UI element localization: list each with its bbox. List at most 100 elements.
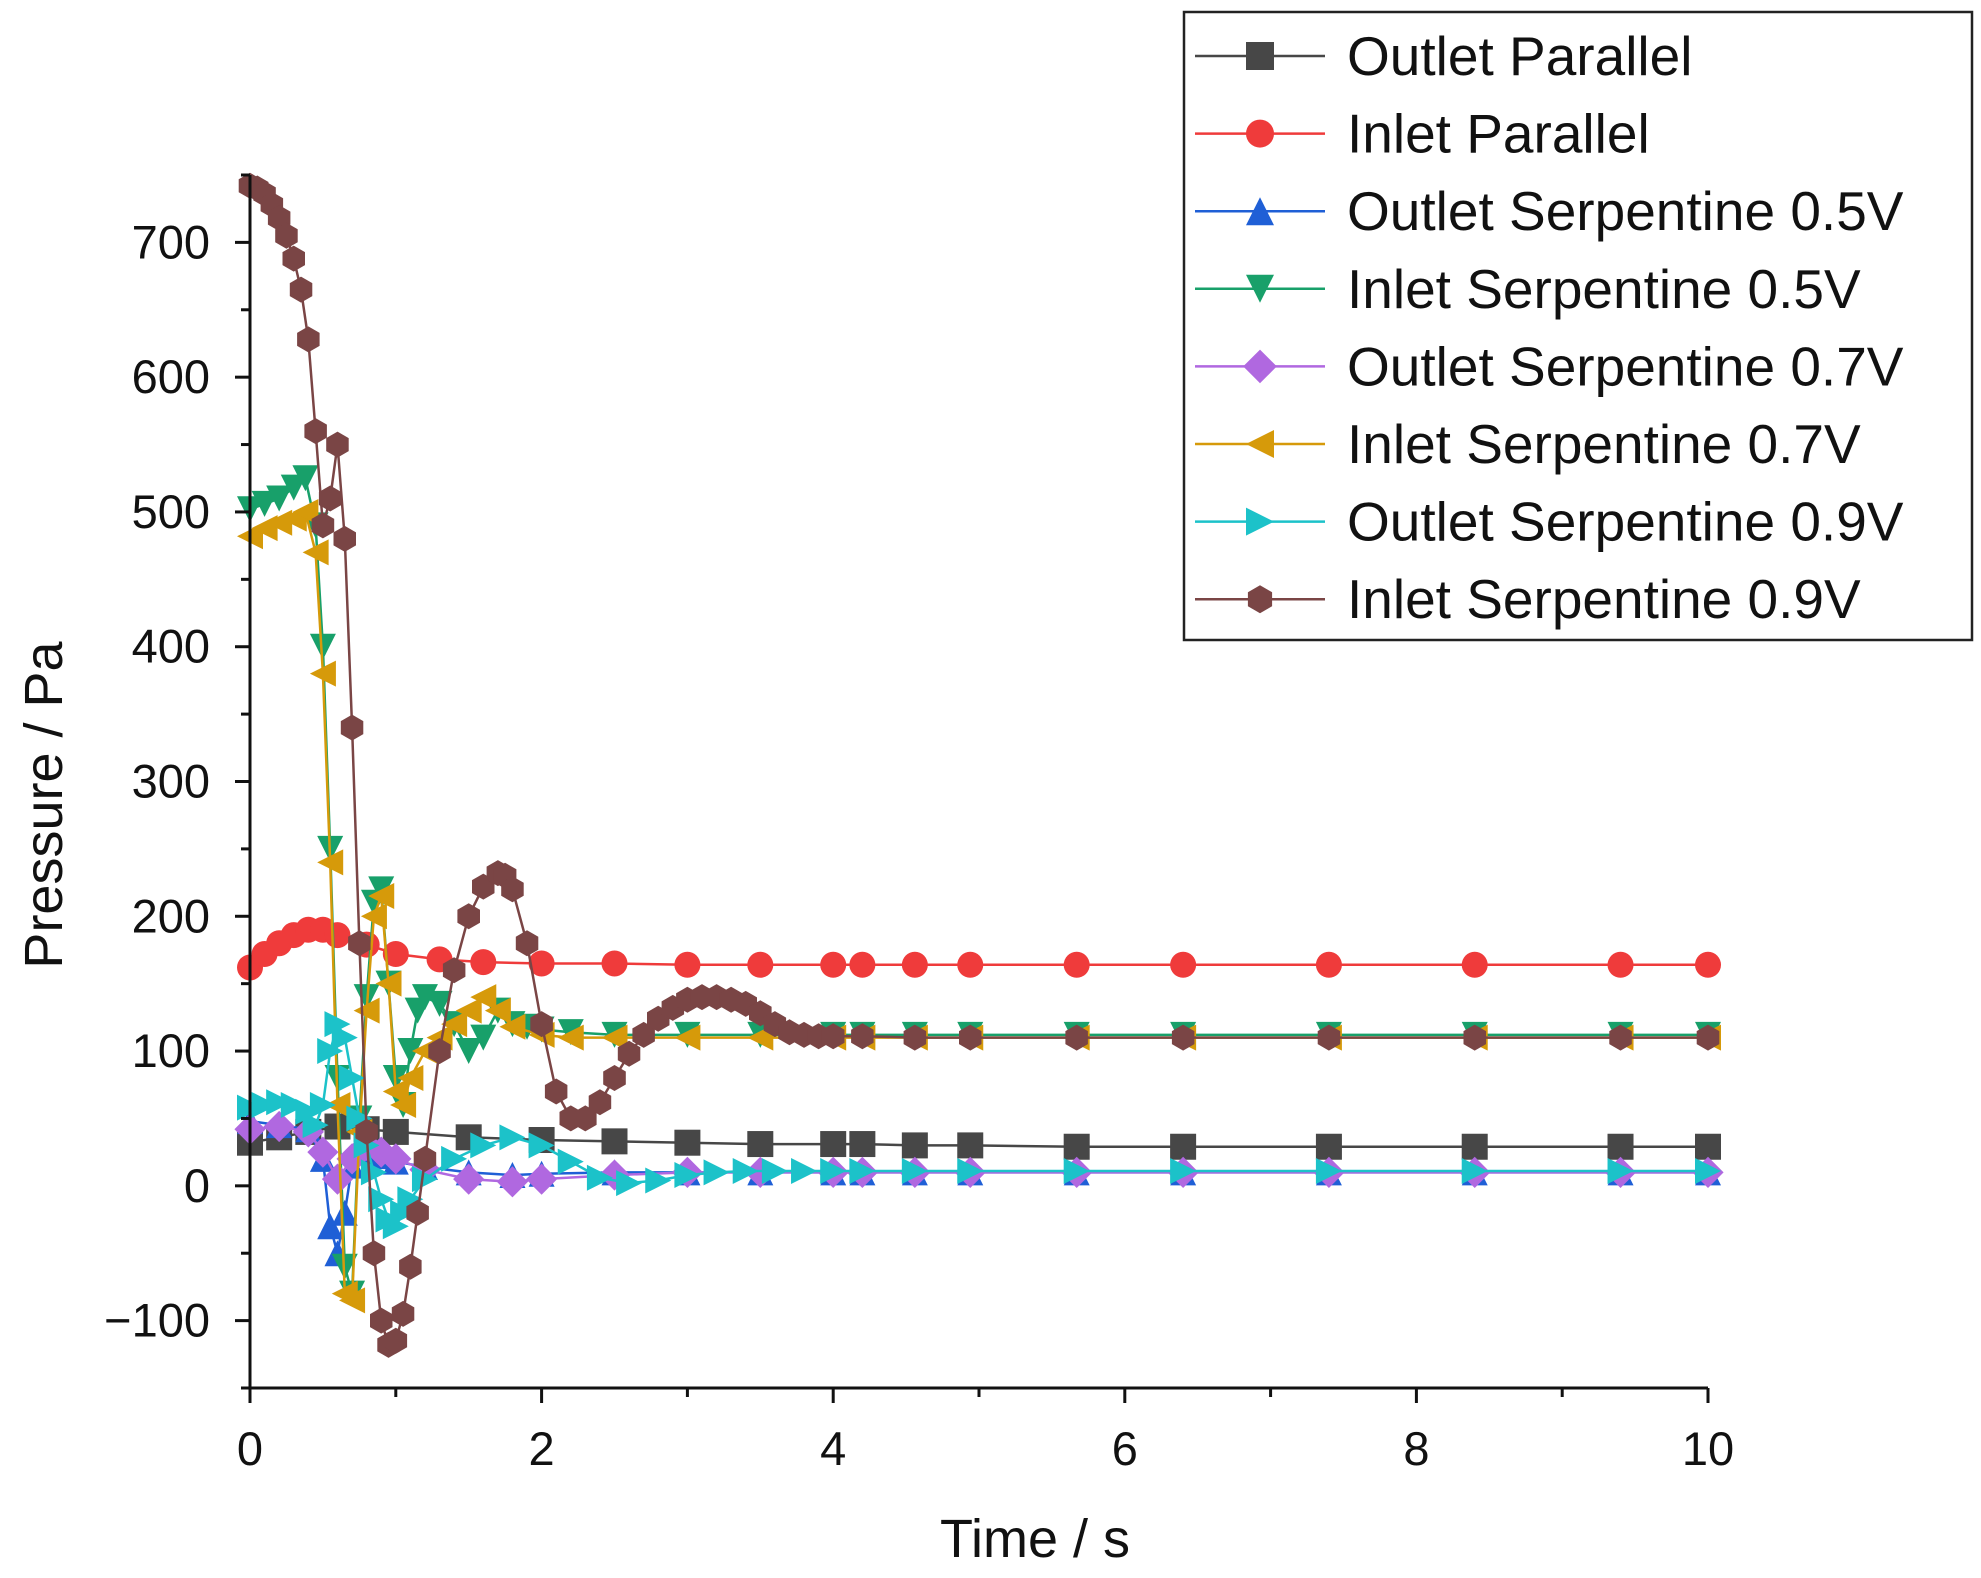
data-point	[353, 997, 380, 1024]
data-point	[747, 951, 774, 978]
data-point	[304, 418, 327, 445]
data-point	[544, 1078, 568, 1105]
legend-label: Outlet Serpentine 0.7V	[1347, 335, 1904, 397]
data-point	[470, 984, 497, 1011]
data-point	[1170, 1158, 1197, 1185]
legend-marker	[1243, 349, 1277, 384]
data-point	[903, 1024, 927, 1051]
data-point	[484, 997, 511, 1024]
data-point	[382, 941, 409, 968]
data-point	[959, 1024, 982, 1051]
data-point	[1315, 951, 1342, 978]
y-tick-label: 700	[132, 215, 210, 268]
data-point	[397, 1186, 424, 1213]
data-point	[470, 1024, 497, 1051]
data-point	[515, 930, 539, 957]
data-point	[645, 1167, 672, 1194]
data-point	[732, 1158, 759, 1185]
data-point	[307, 1136, 339, 1168]
legend-label: Outlet Serpentine 0.5V	[1347, 180, 1904, 242]
data-point	[324, 1011, 351, 1038]
data-point	[1609, 1024, 1632, 1051]
data-point	[574, 1105, 597, 1132]
data-point	[324, 922, 351, 949]
y-tick-label: 500	[132, 485, 210, 538]
data-point	[309, 660, 336, 687]
x-axis-title: Time / s	[940, 1509, 1130, 1569]
data-point	[384, 1327, 408, 1354]
data-point	[1170, 951, 1197, 978]
data-point	[453, 1163, 485, 1195]
series-outlet-serpentine-0-9v	[237, 1011, 1721, 1240]
data-point	[1170, 1133, 1197, 1160]
data-point	[674, 951, 701, 978]
data-point	[397, 1038, 424, 1065]
legend-label: Outlet Parallel	[1347, 25, 1692, 87]
legend-label: Inlet Serpentine 0.7V	[1347, 413, 1861, 475]
data-point	[317, 849, 344, 876]
data-point	[820, 951, 847, 978]
data-point	[317, 1213, 344, 1240]
data-point	[528, 950, 555, 977]
data-point	[1171, 1024, 1195, 1051]
data-point	[275, 222, 298, 249]
data-point	[601, 1024, 628, 1051]
data-point	[632, 1021, 655, 1048]
y-tick-label: 400	[132, 620, 210, 673]
data-point	[601, 950, 628, 977]
legend-label: Inlet Serpentine 0.9V	[1347, 568, 1861, 630]
legend-item: Outlet Serpentine 0.7V	[1195, 335, 1904, 397]
data-point	[333, 525, 356, 552]
series-inlet-serpentine-0-9v	[238, 172, 1720, 1358]
data-point	[496, 1166, 529, 1198]
y-tick-label: 200	[132, 889, 210, 942]
data-point	[266, 1089, 293, 1116]
data-point	[311, 512, 335, 539]
y-tick-label: 100	[132, 1024, 210, 1077]
data-point	[1695, 1133, 1721, 1160]
data-point	[703, 1159, 730, 1186]
y-axis-title: Pressure / Pa	[14, 640, 74, 968]
data-point	[251, 490, 278, 517]
data-point	[586, 1164, 613, 1191]
data-point	[1696, 1024, 1720, 1051]
data-point	[820, 1158, 847, 1185]
legend-label: Outlet Serpentine 0.9V	[1347, 491, 1904, 553]
data-point	[411, 984, 438, 1011]
legend-item: Outlet Parallel	[1195, 25, 1692, 87]
axes: 0 2 4 6 8 10 −100 0 100 200 300 400 500 600 700	[104, 173, 1734, 1475]
x-tick-label: 4	[820, 1422, 846, 1475]
x-tick-label: 2	[529, 1422, 555, 1475]
data-point	[370, 1307, 393, 1334]
data-point	[292, 498, 319, 525]
data-point	[411, 1166, 438, 1193]
data-point	[957, 1132, 984, 1159]
legend-label: Inlet Parallel	[1347, 103, 1650, 165]
data-point	[413, 1145, 437, 1172]
data-point	[1063, 1158, 1090, 1185]
data-point	[1463, 1024, 1486, 1051]
data-point	[406, 1199, 429, 1226]
data-point	[390, 1199, 417, 1226]
data-point	[1607, 1133, 1634, 1160]
data-point	[442, 957, 466, 984]
data-point	[957, 1158, 984, 1185]
data-point	[355, 1118, 378, 1145]
data-point	[557, 1148, 584, 1175]
data-point	[1695, 1158, 1721, 1185]
data-point	[280, 474, 307, 501]
data-point	[1607, 1158, 1634, 1185]
data-point	[1317, 1024, 1341, 1051]
data-point	[1461, 1133, 1488, 1160]
data-point	[428, 1038, 451, 1065]
legend-marker	[1246, 119, 1274, 148]
data-point	[455, 997, 482, 1024]
data-point	[528, 1132, 555, 1159]
legend-item: Inlet Parallel	[1195, 103, 1650, 165]
data-point	[295, 1098, 322, 1125]
y-tick-label: 600	[132, 350, 210, 403]
data-point	[266, 485, 293, 512]
data-point	[324, 1091, 351, 1118]
y-tick-label: 300	[132, 755, 210, 808]
data-point	[340, 714, 364, 741]
